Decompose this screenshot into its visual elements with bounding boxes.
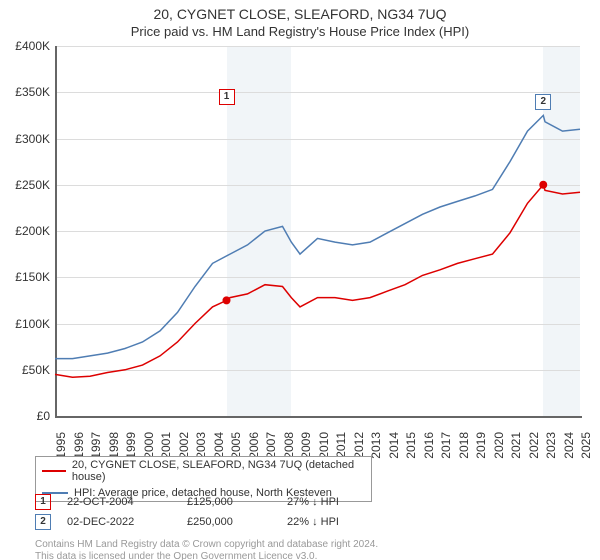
x-tick-label: 2022 <box>527 432 541 472</box>
legend-label: 20, CYGNET CLOSE, SLEAFORD, NG34 7UQ (de… <box>72 459 365 483</box>
transaction-price: £125,000 <box>187 496 287 508</box>
series-hpi <box>55 115 580 358</box>
transaction-date: 02-DEC-2022 <box>67 516 187 528</box>
x-tick-label: 2024 <box>562 432 576 472</box>
x-tick-label: 2019 <box>474 432 488 472</box>
chart-title: 20, CYGNET CLOSE, SLEAFORD, NG34 7UQ <box>0 6 600 22</box>
x-tick-label: 2017 <box>439 432 453 472</box>
y-tick-label: £100K <box>0 317 50 331</box>
x-tick-label: 2023 <box>544 432 558 472</box>
x-tick-label: 2014 <box>387 432 401 472</box>
chart-subtitle: Price paid vs. HM Land Registry's House … <box>0 24 600 39</box>
x-tick-label: 2016 <box>422 432 436 472</box>
y-tick-label: £300K <box>0 132 50 146</box>
sale-dot <box>223 296 231 304</box>
x-tick-label: 2018 <box>457 432 471 472</box>
transaction-date: 22-OCT-2004 <box>67 496 187 508</box>
transaction-row: 1 22-OCT-2004£125,00027% ↓ HPI <box>35 494 339 510</box>
y-tick-label: £400K <box>0 39 50 53</box>
y-tick-label: £0 <box>0 409 50 423</box>
transaction-row: 2 02-DEC-2022£250,00022% ↓ HPI <box>35 514 339 530</box>
y-tick-label: £50K <box>0 363 50 377</box>
y-tick-label: £250K <box>0 178 50 192</box>
transaction-marker: 2 <box>35 514 51 530</box>
transaction-delta: 27% ↓ HPI <box>287 496 339 508</box>
x-tick-label: 2025 <box>579 432 593 472</box>
attribution-line-2: This data is licensed under the Open Gov… <box>35 550 317 560</box>
y-tick-label: £200K <box>0 224 50 238</box>
transaction-marker: 1 <box>35 494 51 510</box>
y-tick-label: £150K <box>0 270 50 284</box>
transaction-delta: 22% ↓ HPI <box>287 516 339 528</box>
chart-marker-1: 1 <box>219 89 235 105</box>
x-tick-label: 2020 <box>492 432 506 472</box>
transaction-price: £250,000 <box>187 516 287 528</box>
legend-item: 20, CYGNET CLOSE, SLEAFORD, NG34 7UQ (de… <box>36 457 371 485</box>
x-tick-label: 2021 <box>509 432 523 472</box>
sale-dot <box>539 181 547 189</box>
chart-plot <box>55 46 580 416</box>
series-property <box>55 185 580 377</box>
chart-marker-2: 2 <box>535 94 551 110</box>
x-tick-label: 2015 <box>404 432 418 472</box>
legend-swatch <box>42 470 66 472</box>
y-tick-label: £350K <box>0 85 50 99</box>
